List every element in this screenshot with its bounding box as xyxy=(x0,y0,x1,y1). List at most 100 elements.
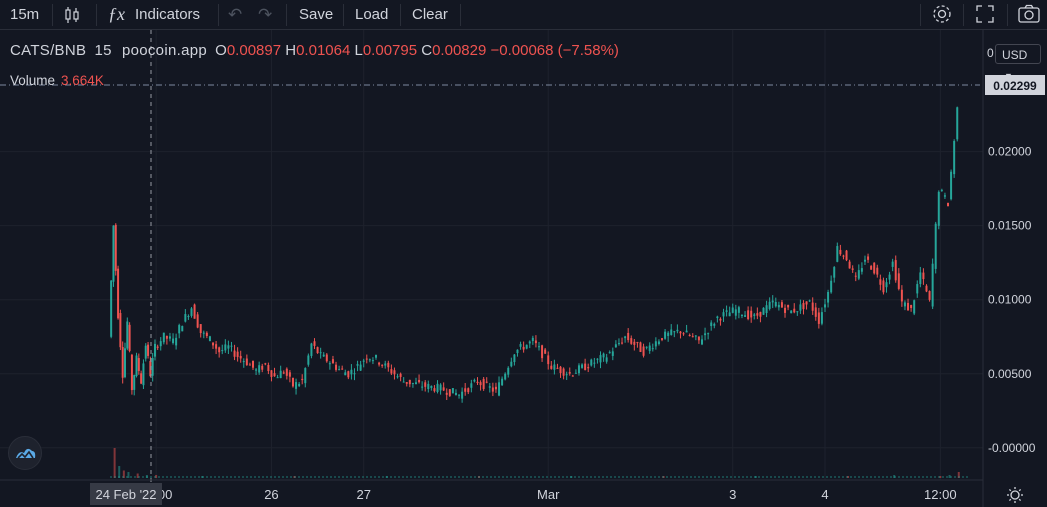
candle-body xyxy=(700,339,703,345)
volume-bar xyxy=(706,476,708,478)
fullscreen-icon[interactable] xyxy=(975,4,995,24)
volume-bar xyxy=(482,476,484,478)
candle-body xyxy=(227,345,230,349)
logo-icon[interactable] xyxy=(8,436,42,470)
candle-body xyxy=(651,348,654,350)
candle-body xyxy=(239,355,242,359)
candle-body xyxy=(848,261,851,269)
volume-bar xyxy=(790,476,792,478)
currency-label: USD xyxy=(1002,48,1028,62)
candle-body xyxy=(307,355,310,365)
save-button[interactable]: Save xyxy=(299,6,334,23)
volume-bar xyxy=(226,476,228,478)
volume-bar xyxy=(942,476,944,478)
volume-bar xyxy=(278,476,280,478)
volume-bar xyxy=(127,472,130,478)
candle-body xyxy=(827,291,830,303)
volume-bar xyxy=(270,476,272,478)
candle-body xyxy=(897,273,900,289)
candle-body xyxy=(196,314,199,328)
candle-body xyxy=(310,343,313,356)
currency-select[interactable]: USD ▼ xyxy=(995,44,1041,81)
volume-bar xyxy=(113,448,116,478)
candle-body xyxy=(494,386,497,390)
candle-body xyxy=(796,311,799,313)
volume-bar xyxy=(514,476,516,478)
candle-body xyxy=(777,304,780,308)
candle-body xyxy=(313,341,316,346)
volume-bar xyxy=(826,476,828,478)
candle-body xyxy=(605,357,608,362)
candle-body xyxy=(156,346,159,348)
volume-bar xyxy=(286,476,288,478)
toolbar-divider xyxy=(52,4,53,26)
volume-bar xyxy=(834,476,836,478)
candle-body xyxy=(411,382,414,384)
volume-bar xyxy=(726,476,728,478)
volume-bar xyxy=(418,476,420,478)
gear-icon[interactable] xyxy=(931,3,953,25)
candle-body xyxy=(114,224,117,271)
candle-body xyxy=(534,340,537,344)
candle-body xyxy=(181,326,184,332)
candle-body xyxy=(528,341,531,344)
load-button[interactable]: Load xyxy=(355,6,389,23)
candle-body xyxy=(925,285,928,292)
candle-body xyxy=(507,367,510,375)
candle-type-icon[interactable] xyxy=(62,5,82,25)
x-tick-label: 26 xyxy=(264,487,278,502)
volume-bar xyxy=(214,476,216,478)
indicators-button[interactable]: Indicators xyxy=(135,6,201,23)
candle-body xyxy=(780,302,783,308)
candle-body xyxy=(338,369,341,371)
candle-body xyxy=(679,331,682,334)
volume-bar xyxy=(430,476,432,478)
candle-body xyxy=(513,354,516,363)
volume-bar xyxy=(186,476,188,478)
volume-bar xyxy=(954,476,956,478)
volume-bar xyxy=(201,476,204,478)
volume-bar xyxy=(946,476,948,478)
candle-body xyxy=(485,381,488,383)
candle-body xyxy=(814,307,817,317)
candle-body xyxy=(873,262,876,274)
open-value: 0.00897 xyxy=(226,42,282,59)
volume-label: Volume xyxy=(10,73,56,88)
fx-icon[interactable]: ƒx xyxy=(108,4,125,24)
undo-icon[interactable]: ↶ xyxy=(228,5,243,24)
candle-body xyxy=(734,309,737,316)
candle-body xyxy=(768,301,771,309)
candle-body xyxy=(845,250,848,261)
candle-body xyxy=(611,351,614,356)
volume-bar xyxy=(934,476,936,478)
volume-bar xyxy=(198,476,200,478)
volume-bar xyxy=(162,476,164,478)
candle-body xyxy=(820,312,823,324)
candle-body xyxy=(682,333,685,335)
candle-body xyxy=(787,304,790,308)
symbol-label[interactable]: CATS/BNB xyxy=(10,42,87,59)
candle-body xyxy=(454,392,457,395)
camera-icon[interactable] xyxy=(1017,3,1041,25)
candle-body xyxy=(448,389,451,396)
volume-bar xyxy=(294,476,296,478)
candle-body xyxy=(648,345,651,351)
candle-body xyxy=(891,261,894,267)
volume-bar xyxy=(490,476,492,478)
candle-body xyxy=(371,360,374,362)
candle-body xyxy=(133,375,136,390)
candle-body xyxy=(390,369,393,374)
volume-bar xyxy=(646,476,648,478)
volume-bar xyxy=(546,476,548,478)
volume-bar xyxy=(770,476,772,478)
candle-body xyxy=(368,359,371,361)
redo-icon[interactable]: ↷ xyxy=(258,5,273,24)
clear-button[interactable]: Clear xyxy=(412,6,448,23)
candle-body xyxy=(765,305,768,314)
volume-bar xyxy=(238,476,240,478)
candle-body xyxy=(642,346,645,356)
candle-body xyxy=(645,346,648,348)
volume-bar xyxy=(893,475,896,478)
interval-button[interactable]: 15m xyxy=(10,6,40,23)
